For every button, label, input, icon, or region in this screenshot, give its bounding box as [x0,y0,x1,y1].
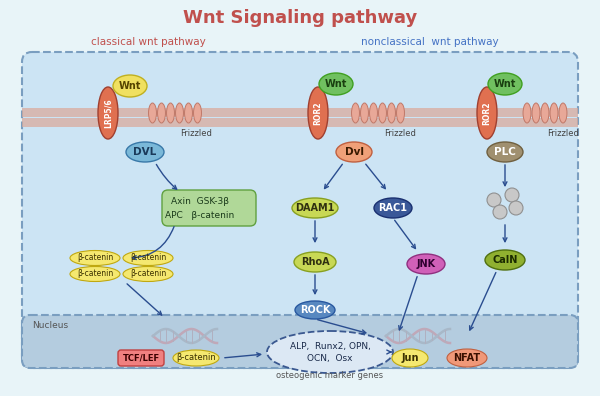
Text: PLC: PLC [494,147,516,157]
Ellipse shape [294,252,336,272]
Ellipse shape [295,301,335,319]
Text: Frizzled: Frizzled [384,128,416,137]
Ellipse shape [319,73,353,95]
Ellipse shape [292,198,338,218]
Ellipse shape [392,349,428,367]
Text: ROCK: ROCK [300,305,330,315]
Text: β-catenin: β-catenin [77,270,113,278]
FancyBboxPatch shape [162,190,256,226]
Ellipse shape [541,103,549,123]
Text: Frizzled: Frizzled [547,128,579,137]
Ellipse shape [447,349,487,367]
Ellipse shape [485,250,525,270]
FancyBboxPatch shape [22,118,578,127]
Text: LRP5/6: LRP5/6 [104,98,113,128]
Text: osteogenic marker genes: osteogenic marker genes [277,371,383,379]
Text: ROR2: ROR2 [482,101,491,125]
Ellipse shape [123,267,173,282]
Ellipse shape [352,103,359,123]
Text: OCN,  Osx: OCN, Osx [307,354,353,362]
Ellipse shape [113,75,147,97]
Ellipse shape [532,103,540,123]
Ellipse shape [388,103,395,123]
Ellipse shape [123,251,173,265]
Ellipse shape [488,73,522,95]
Ellipse shape [361,103,368,123]
Ellipse shape [523,103,531,123]
Ellipse shape [505,188,519,202]
Ellipse shape [267,331,393,373]
Ellipse shape [70,267,120,282]
Ellipse shape [559,103,567,123]
Text: TCF/LEF: TCF/LEF [122,354,160,362]
Ellipse shape [374,198,412,218]
Ellipse shape [70,251,120,265]
Text: Wnt Signaling pathway: Wnt Signaling pathway [183,9,417,27]
Text: Nucleus: Nucleus [32,322,68,331]
Ellipse shape [336,142,372,162]
Text: Wnt: Wnt [119,81,141,91]
Ellipse shape [379,103,386,123]
Text: DVL: DVL [133,147,157,157]
Text: JNK: JNK [416,259,436,269]
Text: β-catenin: β-catenin [176,354,216,362]
Text: NFAT: NFAT [454,353,481,363]
Text: Wnt: Wnt [494,79,516,89]
Ellipse shape [158,103,166,123]
Ellipse shape [397,103,404,123]
FancyBboxPatch shape [22,315,578,368]
Ellipse shape [98,87,118,139]
Ellipse shape [487,193,501,207]
Text: RhoA: RhoA [301,257,329,267]
Text: DAAM1: DAAM1 [295,203,335,213]
Ellipse shape [308,87,328,139]
Text: nonclassical  wnt pathway: nonclassical wnt pathway [361,37,499,47]
Ellipse shape [370,103,377,123]
Ellipse shape [194,103,202,123]
FancyBboxPatch shape [22,52,578,368]
FancyBboxPatch shape [22,108,578,117]
Text: Wnt: Wnt [325,79,347,89]
Text: Axin  GSK-3β: Axin GSK-3β [171,196,229,206]
FancyBboxPatch shape [118,350,164,366]
Text: β-catenin: β-catenin [77,253,113,263]
Ellipse shape [173,350,219,366]
Text: Jun: Jun [401,353,419,363]
Text: β-catenin: β-catenin [130,270,166,278]
Ellipse shape [167,103,175,123]
Ellipse shape [126,142,164,162]
Ellipse shape [407,254,445,274]
Ellipse shape [477,87,497,139]
Text: Dvl: Dvl [344,147,364,157]
Ellipse shape [550,103,558,123]
Ellipse shape [493,205,507,219]
Ellipse shape [185,103,193,123]
Ellipse shape [149,103,157,123]
Text: APC   β-catenin: APC β-catenin [166,211,235,221]
Ellipse shape [509,201,523,215]
Text: CalN: CalN [493,255,518,265]
Ellipse shape [176,103,184,123]
Ellipse shape [487,142,523,162]
Text: ALP,  Runx2, OPN,: ALP, Runx2, OPN, [290,341,370,350]
Text: classical wnt pathway: classical wnt pathway [91,37,205,47]
Text: Frizzled: Frizzled [180,128,212,137]
Text: β-catenin: β-catenin [130,253,166,263]
Text: ROR2: ROR2 [314,101,323,125]
Text: RAC1: RAC1 [379,203,407,213]
